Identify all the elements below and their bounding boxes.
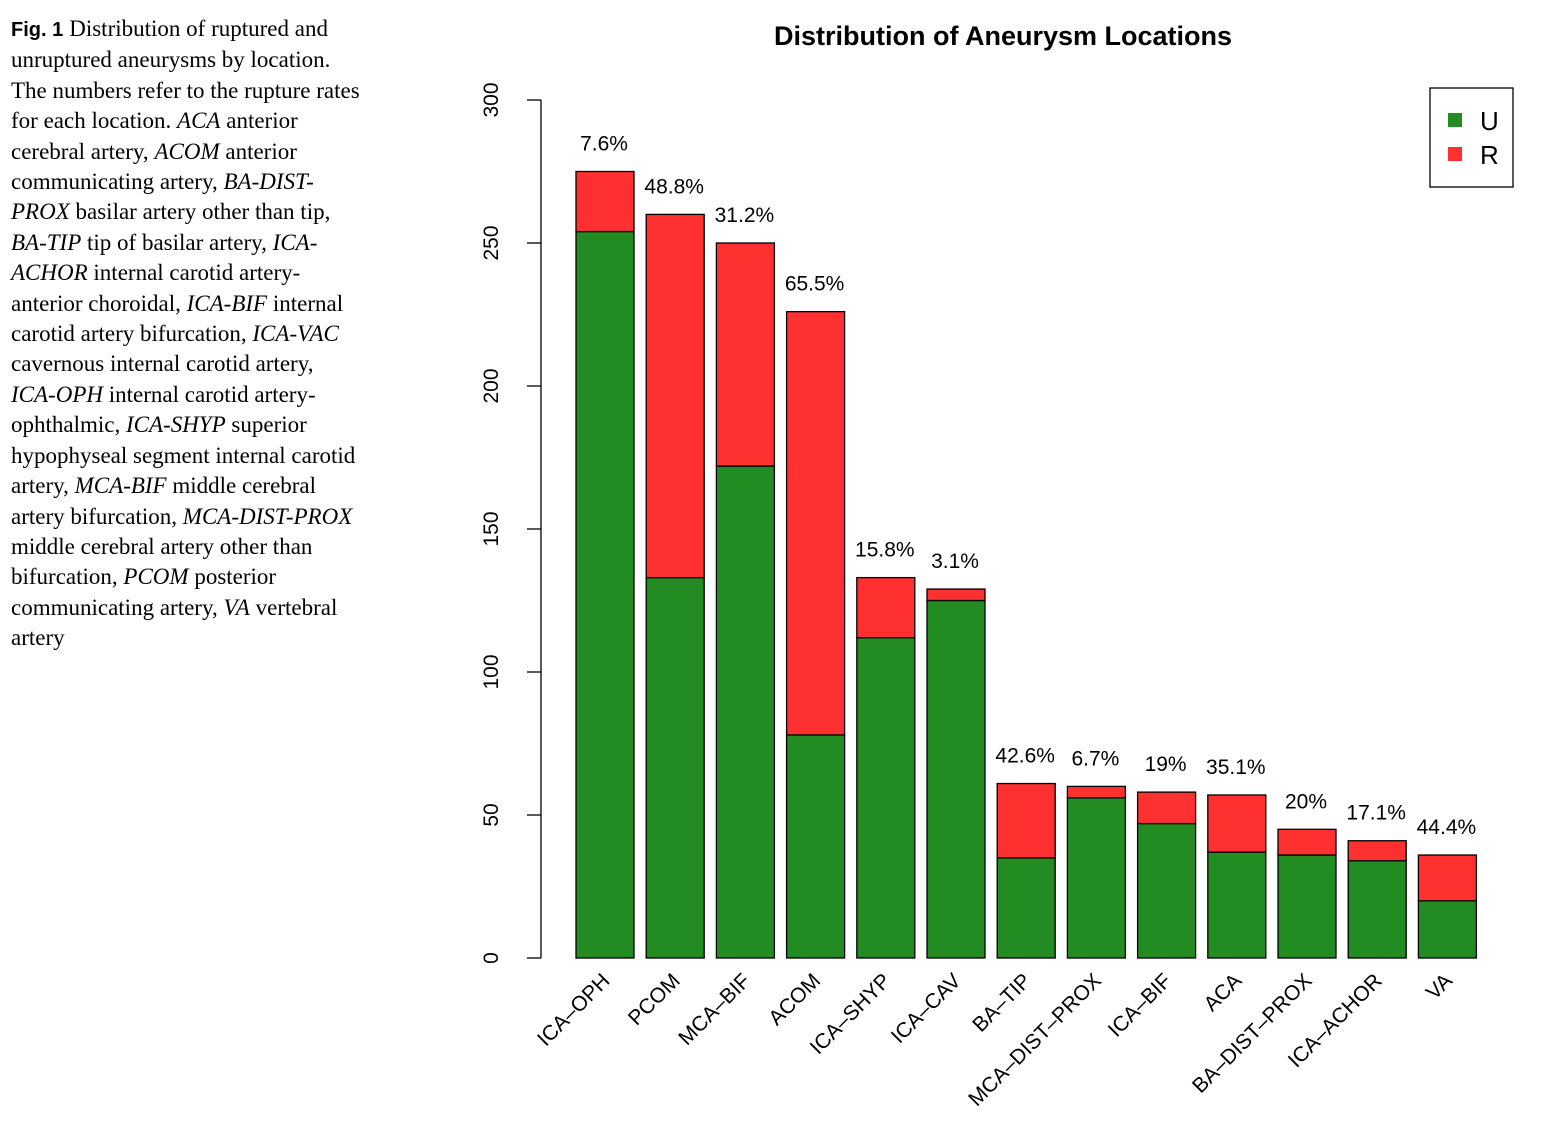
caption-text: cavernous internal carotid artery,	[11, 351, 314, 377]
y-tick-label: 150	[480, 511, 503, 546]
caption-text: superior hypophyseal segment internal ca…	[11, 412, 356, 499]
caption-text: basilar artery other than tip,	[69, 199, 331, 225]
bar-u-segment	[1207, 851, 1267, 959]
caption-text: internal carotid artery-anterior choroid…	[11, 260, 301, 316]
caption-term: ICA-ACHOR	[11, 229, 318, 286]
bar-percent-label: 7.6%	[580, 133, 628, 156]
bar-r-segment	[785, 310, 846, 736]
caption-term: ACOM	[154, 138, 220, 164]
caption-text: internal carotid artery-ophthalmic,	[11, 381, 316, 438]
y-tick-label: 0	[480, 952, 503, 964]
legend-box	[1429, 87, 1514, 188]
y-tick-label: 300	[480, 82, 503, 117]
bar-r-segment	[996, 782, 1056, 859]
caption-term: ACA	[177, 108, 221, 134]
bar-u-segment	[1347, 860, 1407, 959]
bar-r-segment	[1277, 828, 1337, 856]
caption-body: Distribution of ruptured and unruptured …	[11, 16, 360, 650]
caption-text: anterior cerebral artery,	[11, 108, 298, 164]
y-tick-label: 250	[480, 225, 503, 260]
caption-text: middle cerebral artery other than bifurc…	[11, 533, 313, 590]
bar-percent-label: 48.8%	[644, 175, 704, 198]
caption-text: vertebral artery	[11, 594, 338, 651]
caption-term: MCA-DIST-PROX	[182, 503, 353, 529]
caption-text: anterior communicating artery,	[11, 138, 297, 195]
bar-u-segment	[575, 230, 635, 959]
bar-percent-label: 3.1%	[931, 550, 979, 573]
y-axis: 0 50 100 150 200 250 300	[480, 82, 542, 964]
y-tick-label: 50	[480, 803, 503, 826]
legend-swatch	[1448, 113, 1462, 127]
bar-r-segment	[715, 242, 776, 467]
bar-r-segment	[575, 170, 635, 233]
x-category-label: MCA–BIF	[674, 969, 755, 1050]
caption-term: PCOM	[123, 564, 189, 590]
bar-u-segment	[926, 599, 986, 959]
bar-percent-label: 35.1%	[1206, 756, 1266, 779]
x-category-label: PCOM	[624, 969, 685, 1030]
caption-term: VA	[223, 594, 250, 620]
bar-percent-label: 17.1%	[1346, 802, 1406, 825]
bar-u-segment	[1417, 900, 1478, 959]
bar-u-segment	[1277, 854, 1337, 959]
bar-labels: 7.6% 48.8% 31.2% 65.5% 15.8% 3.1% 42.6% 6.7% 19%…	[580, 133, 1476, 840]
bar-u-segment	[645, 576, 705, 959]
bars	[575, 170, 1478, 959]
bar-u-segment	[1136, 822, 1197, 959]
legend-swatch	[1448, 147, 1462, 161]
bar-r-segment	[856, 576, 916, 639]
x-category-label: BA–TIP	[968, 969, 1035, 1036]
bar-percent-label: 19%	[1145, 753, 1187, 776]
bar-percent-label: 15.8%	[855, 539, 915, 562]
bar-r-segment	[1417, 854, 1478, 902]
bar-u-segment	[785, 734, 846, 959]
x-category-label: ICA–BIF	[1104, 969, 1176, 1041]
x-category-label: BA–DIST–PROX	[1188, 969, 1317, 1098]
caption-term: ICA-BIF	[186, 290, 268, 316]
caption-text: middle cerebral artery bifurcation,	[11, 473, 317, 529]
caption-term: ICA-OPH	[11, 381, 103, 407]
figure-label: Fig. 1	[11, 19, 64, 41]
bar-r-segment	[1136, 791, 1197, 825]
bar-u-segment	[715, 465, 776, 959]
bar-r-segment	[926, 588, 986, 602]
x-category-label: ICA–CAV	[887, 969, 966, 1048]
bar-u-segment	[856, 637, 916, 959]
bar-r-segment	[1207, 794, 1267, 853]
caption-term: MCA-BIF	[74, 473, 167, 499]
bar-r-segment	[645, 213, 705, 579]
caption-text: tip of basilar artery,	[81, 229, 273, 255]
caption-text: posterior communicating artery,	[11, 564, 277, 620]
caption-term: BA-DIST-PROX	[11, 169, 314, 225]
caption-text: internal carotid artery bifurcation,	[11, 290, 344, 347]
chart-title: Distribution of Aneurysm Locations	[774, 21, 1232, 51]
bar-percent-label: 6.7%	[1071, 747, 1119, 770]
bar-u-segment	[1066, 797, 1127, 959]
caption-term: ICA-VAC	[252, 321, 339, 347]
y-tick-label: 100	[480, 654, 503, 689]
bar-percent-label: 42.6%	[995, 745, 1055, 768]
caption-term: BA-TIP	[11, 229, 82, 255]
y-tick-label: 200	[480, 368, 503, 403]
caption-term: ICA-SHYP	[125, 412, 226, 438]
bar-r-segment	[1066, 785, 1127, 799]
bar-percent-label: 20%	[1285, 790, 1327, 813]
legend: UR	[1429, 87, 1514, 188]
x-category-label: ICA–OPH	[533, 969, 614, 1050]
bar-percent-label: 65.5%	[785, 273, 845, 296]
bar-percent-label: 31.2%	[715, 204, 775, 227]
bar-r-segment	[1347, 840, 1407, 862]
legend-label: R	[1480, 140, 1499, 170]
x-category-label: ACOM	[764, 969, 825, 1030]
x-category-label: MCA–DIST–PROX	[964, 969, 1106, 1111]
x-category-label: VA	[1422, 969, 1457, 1004]
bar-u-segment	[996, 857, 1056, 959]
x-category-label: ACA	[1200, 969, 1247, 1016]
bar-percent-label: 44.4%	[1417, 816, 1477, 839]
caption-text: Distribution of ruptured and unruptured …	[11, 16, 360, 134]
legend-label: U	[1480, 106, 1499, 136]
figure-caption: Fig. 1 Distribution of ruptured and unrup…	[11, 14, 361, 654]
